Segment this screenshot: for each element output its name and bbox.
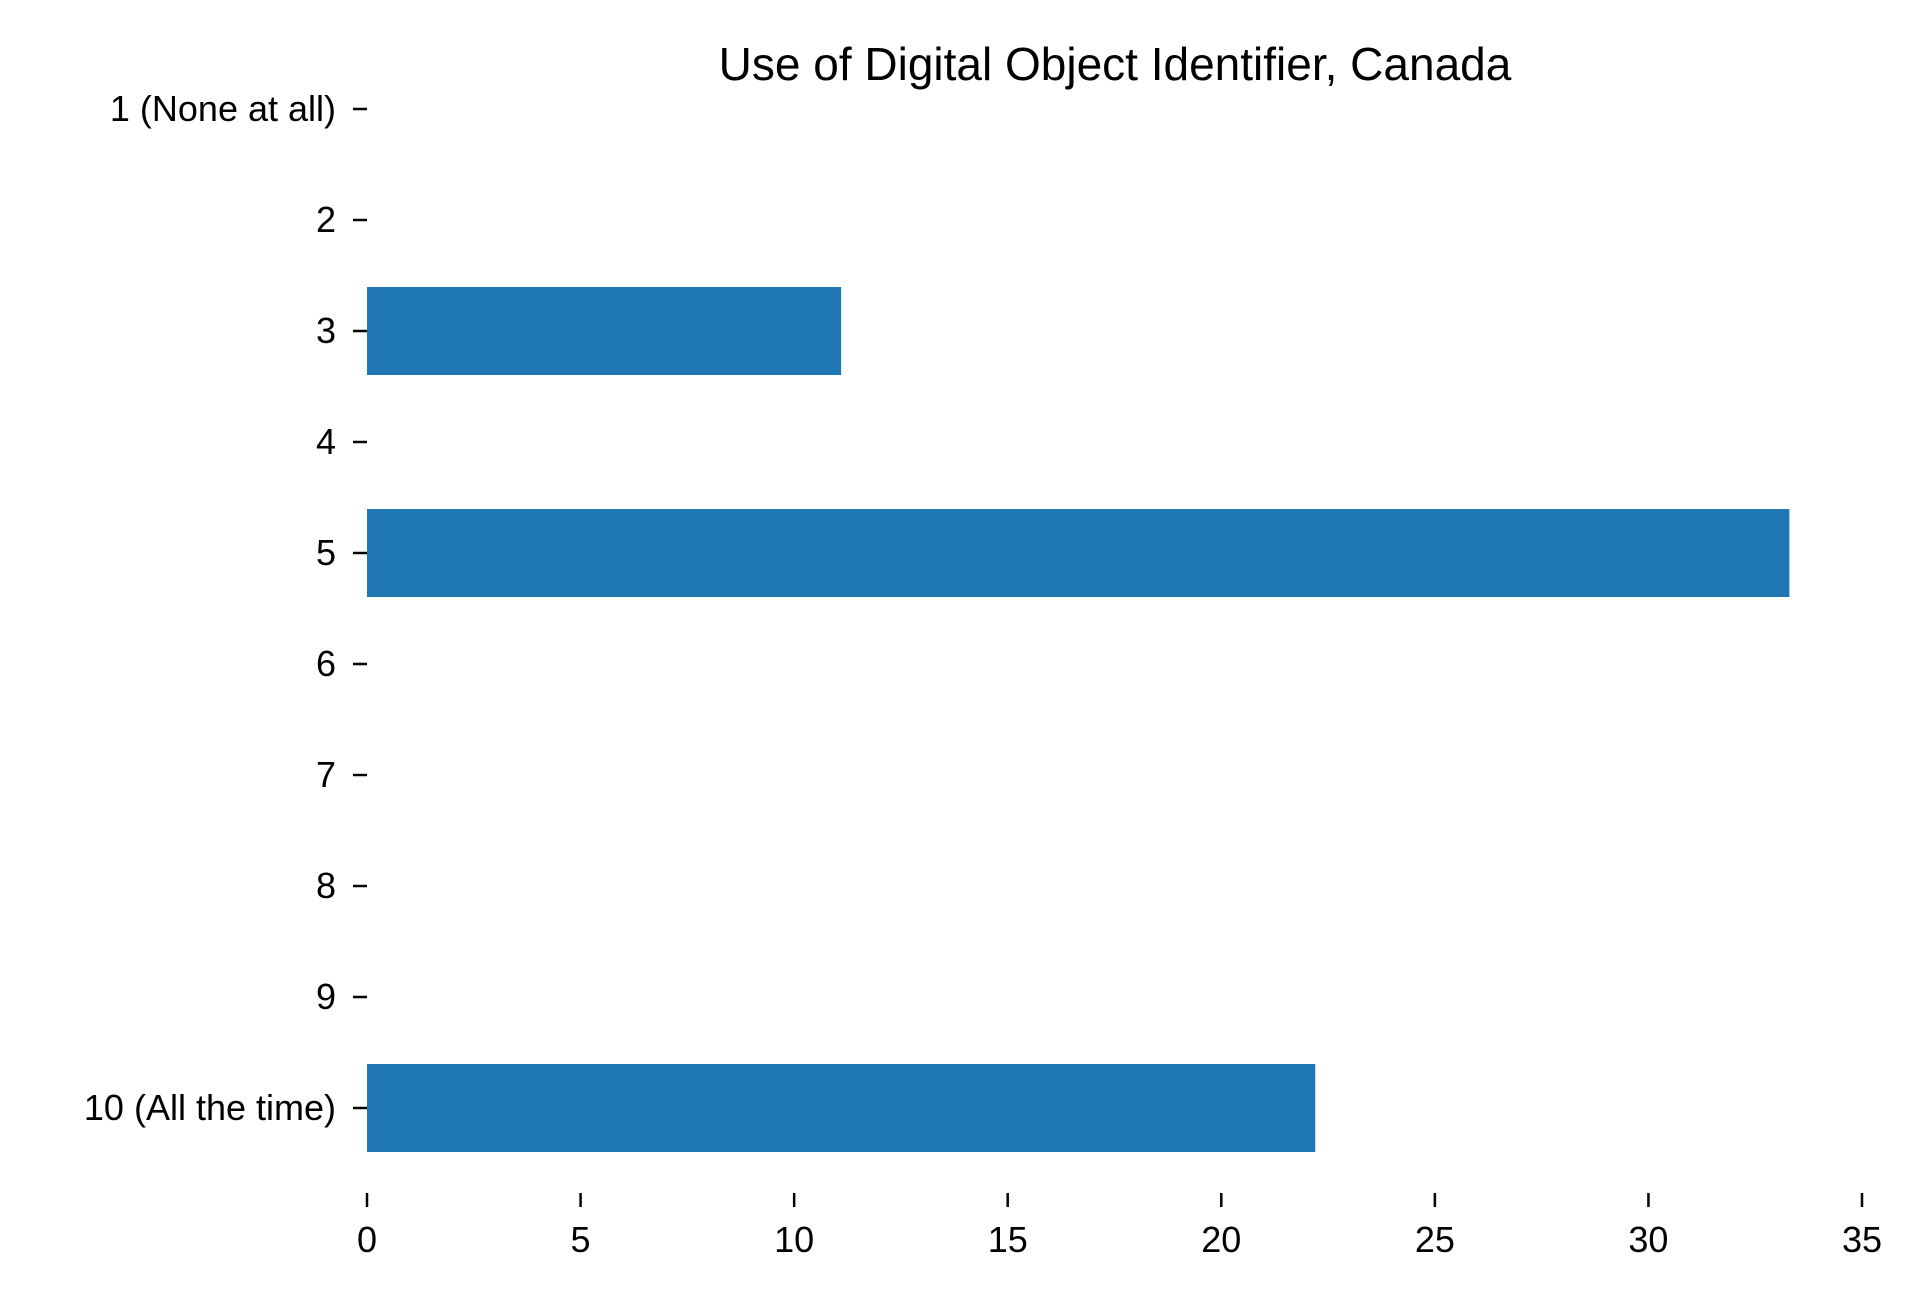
y-tick-label: 9 — [316, 976, 336, 1017]
y-axis: 1 (None at all) 2 3 4 5 6 7 8 9 10 (All the time) — [84, 88, 367, 1128]
y-tick-label: 4 — [316, 421, 336, 462]
x-tick-label: 25 — [1415, 1219, 1455, 1260]
bar — [367, 287, 842, 375]
x-tick-label: 35 — [1842, 1219, 1882, 1260]
y-tick-label: 10 (All the time) — [84, 1087, 336, 1128]
y-tick-label: 8 — [316, 865, 336, 906]
x-tick-label: 20 — [1201, 1219, 1241, 1260]
y-tick-label: 7 — [316, 754, 336, 795]
chart-title: Use of Digital Object Identifier, Canada — [719, 38, 1512, 90]
y-tick-label: 2 — [316, 199, 336, 240]
x-axis: 0 5 10 15 20 25 30 35 — [357, 1193, 1882, 1260]
x-tick-label: 30 — [1628, 1219, 1668, 1260]
bar — [367, 509, 1790, 597]
x-tick-label: 5 — [571, 1219, 591, 1260]
y-tick-label: 5 — [316, 532, 336, 573]
bars-layer — [367, 287, 1790, 1152]
x-tick-label: 15 — [988, 1219, 1028, 1260]
y-tick-label: 3 — [316, 310, 336, 351]
x-tick-label: 0 — [357, 1219, 377, 1260]
bar — [367, 1064, 1316, 1152]
x-tick-label: 10 — [774, 1219, 814, 1260]
y-tick-label: 1 (None at all) — [110, 88, 336, 129]
y-tick-label: 6 — [316, 643, 336, 684]
